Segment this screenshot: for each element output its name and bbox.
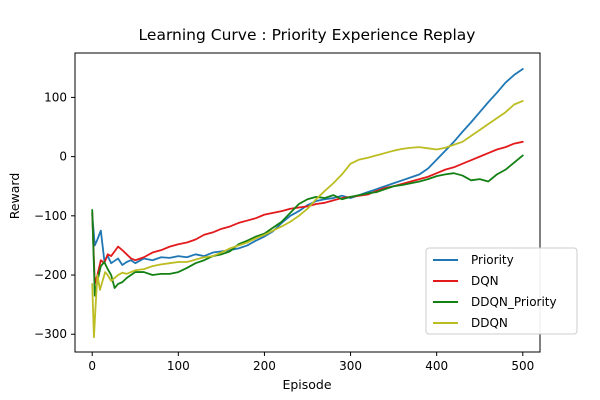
y-tick-label: −300 [34, 327, 67, 341]
legend-label: DQN [471, 274, 499, 288]
x-tick-label: 400 [425, 359, 448, 373]
x-tick-label: 0 [88, 359, 96, 373]
series-line-ddqn [91, 100, 524, 339]
legend-label: Priority [471, 253, 514, 267]
series-layer [91, 68, 524, 339]
y-tick-label: 100 [44, 90, 67, 104]
x-tick-label: 500 [511, 359, 534, 373]
legend-box [425, 247, 578, 335]
plot-area: 0 100 200 300 400 500 −300 −200 −100 0 100 [34, 52, 541, 373]
series-line-ddqn-priority [91, 154, 524, 297]
y-tick-label: −100 [34, 209, 67, 223]
series-line-priority [91, 68, 524, 266]
x-tick-label: 100 [167, 359, 190, 373]
y-tick-label: 0 [59, 150, 67, 164]
legend: Priority DQN DDQN_Priority DDQN [425, 247, 578, 335]
chart-title: Learning Curve : Priority Experience Rep… [139, 26, 476, 44]
x-tick-label: 300 [339, 359, 362, 373]
x-axis-label: Episode [282, 377, 331, 392]
y-axis-label: Reward [7, 173, 22, 220]
plot-frame [74, 52, 541, 353]
y-tick-label: −200 [34, 268, 67, 282]
x-tick-label: 200 [253, 359, 276, 373]
series-line-dqn [91, 140, 524, 285]
axes-layer: 0 100 200 300 400 500 −300 −200 −100 0 100 [34, 52, 541, 373]
legend-label: DDQN [471, 316, 508, 330]
legend-label: DDQN_Priority [471, 295, 557, 309]
